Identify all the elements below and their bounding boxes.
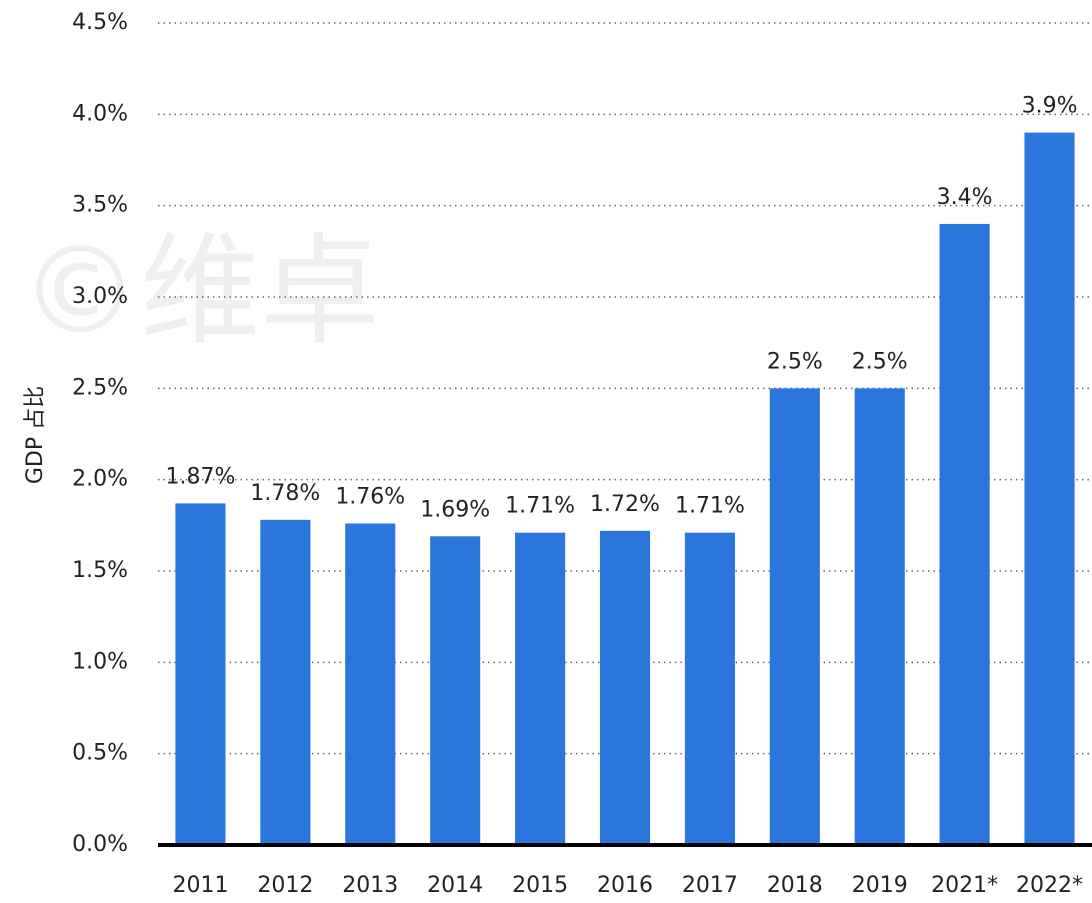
bar <box>599 530 651 845</box>
x-tick-label: 2021* <box>931 873 998 898</box>
bar <box>260 519 311 845</box>
bar <box>1024 132 1075 846</box>
y-tick-label: 0.0% <box>72 832 128 857</box>
y-tick-label: 1.0% <box>72 649 128 674</box>
y-tick-label: 4.5% <box>72 10 128 35</box>
value-label: 2.5% <box>852 349 908 374</box>
x-tick-label: 2018 <box>767 873 823 898</box>
value-label: 3.9% <box>1022 94 1078 119</box>
y-tick-label: 3.5% <box>72 193 128 218</box>
value-label: 1.78% <box>250 481 320 506</box>
value-label: 1.71% <box>675 494 745 519</box>
x-tick-label: 2017 <box>682 873 738 898</box>
y-tick-label: 0.5% <box>72 741 128 766</box>
value-label: 1.72% <box>590 492 660 517</box>
bar <box>769 388 820 845</box>
bar <box>430 536 481 845</box>
bar <box>854 388 905 845</box>
value-label: 1.76% <box>335 485 405 510</box>
x-tick-label: 2013 <box>342 873 398 898</box>
y-tick-label: 2.5% <box>72 375 128 400</box>
y-tick-label: 4.0% <box>72 101 128 126</box>
x-tick-label: 2011 <box>172 873 228 898</box>
watermark: ©维卓 <box>20 223 380 362</box>
bar <box>175 503 226 845</box>
value-label: 2.5% <box>767 349 823 374</box>
y-tick-label: 2.0% <box>72 467 128 492</box>
value-label: 1.71% <box>505 494 575 519</box>
x-tick-label: 2022* <box>1016 873 1083 898</box>
bar <box>684 532 735 845</box>
bar <box>345 523 396 845</box>
x-tick-label: 2015 <box>512 873 568 898</box>
value-label: 3.4% <box>937 185 993 210</box>
value-label: 1.87% <box>166 464 236 489</box>
x-tick-label: 2014 <box>427 873 483 898</box>
bar <box>939 223 990 845</box>
y-axis-label: GDP 占比 <box>23 386 48 484</box>
y-tick-label: 1.5% <box>72 558 128 583</box>
x-tick-label: 2019 <box>852 873 908 898</box>
value-label: 1.69% <box>420 497 490 522</box>
y-tick-label: 3.0% <box>72 284 128 309</box>
x-tick-label: 2012 <box>257 873 313 898</box>
bar <box>515 532 566 845</box>
x-tick-label: 2016 <box>597 873 653 898</box>
